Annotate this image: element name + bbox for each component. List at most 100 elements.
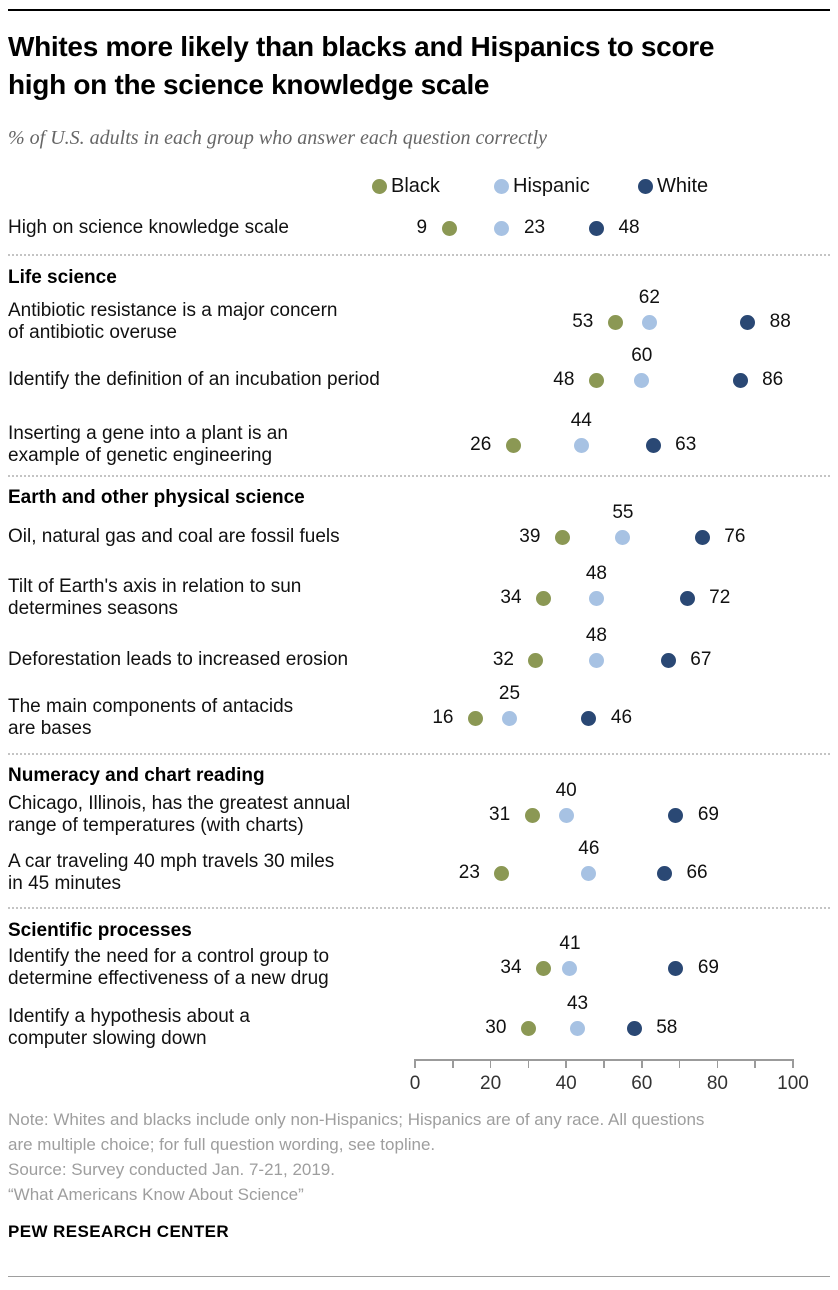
value-label: 69 <box>697 804 719 825</box>
x-axis-tick <box>678 1059 681 1068</box>
black-dot <box>494 865 510 881</box>
section-header: Life science <box>8 267 117 288</box>
value-label: 62 <box>638 287 660 308</box>
x-axis-label: 80 <box>706 1073 728 1094</box>
section-header: Scientific processes <box>8 920 192 941</box>
hispanic-dot <box>562 960 578 976</box>
hispanic-dot <box>573 437 589 453</box>
black-dot <box>520 1020 536 1036</box>
x-axis-tick <box>716 1059 719 1068</box>
legend-label: White <box>657 175 709 197</box>
x-axis-label: 20 <box>480 1073 502 1094</box>
question-label: High on science knowledge scale <box>8 217 289 238</box>
question-label: computer slowing down <box>8 1028 207 1049</box>
value-label: 86 <box>762 369 784 390</box>
legend-item: White <box>638 175 708 198</box>
value-label: 40 <box>555 780 577 801</box>
white-dot <box>645 437 661 453</box>
question-label: determine effectiveness of a new drug <box>8 968 329 989</box>
black-dot <box>536 960 552 976</box>
x-axis-tick <box>452 1059 454 1068</box>
section-header: Earth and other physical science <box>8 487 305 508</box>
value-label: 26 <box>470 434 492 455</box>
hispanic-dot <box>634 372 650 388</box>
brand: PEW RESEARCH CENTER <box>8 1222 230 1241</box>
footer-notes: Note: Whites and blacks include only non… <box>8 1107 704 1207</box>
white-dot <box>740 314 756 330</box>
question-label: Identify a hypothesis about a <box>8 1006 250 1027</box>
value-label: 72 <box>709 587 731 608</box>
x-axis-label: 40 <box>555 1073 577 1094</box>
value-label: 69 <box>697 957 719 978</box>
source-line: Source: Survey conducted Jan. 7-21, 2019… <box>8 1160 335 1179</box>
section-divider <box>8 254 830 256</box>
black-dot <box>607 314 623 330</box>
hispanic-dot <box>615 529 631 545</box>
question-label: Deforestation leads to increased erosion <box>8 649 349 670</box>
value-label: 60 <box>631 345 653 366</box>
title-line-1: Whites more likely than blacks and Hispa… <box>8 31 715 62</box>
x-axis-tick <box>603 1059 605 1068</box>
question-label: Inserting a gene into a plant is an <box>8 423 288 444</box>
black-dot <box>505 437 521 453</box>
x-axis-tick <box>641 1059 643 1068</box>
legend-label: Black <box>391 175 440 197</box>
section-divider <box>8 475 830 477</box>
legend-dot-white-icon <box>638 179 653 194</box>
question-label: Antibiotic resistance is a major concern <box>8 300 338 321</box>
value-label: 55 <box>612 502 634 523</box>
value-label: 46 <box>610 707 633 728</box>
black-dot <box>524 807 540 823</box>
white-dot <box>694 529 710 545</box>
value-label: 23 <box>458 862 480 883</box>
white-dot <box>660 652 676 668</box>
top-rule <box>8 9 830 11</box>
value-label: 9 <box>416 217 428 238</box>
x-axis-label: 60 <box>631 1073 653 1094</box>
white-dot <box>668 960 684 976</box>
value-label: 16 <box>432 707 454 728</box>
x-axis-tick <box>792 1059 794 1068</box>
question-label: determines seasons <box>8 598 179 619</box>
section-header: Numeracy and chart reading <box>8 765 265 786</box>
question-label: Identify the definition of an incubation… <box>8 369 380 390</box>
legend-item: Hispanic <box>494 175 590 198</box>
question-label: in 45 minutes <box>8 873 122 894</box>
section-divider <box>8 753 830 755</box>
value-label: 63 <box>675 434 697 455</box>
legend-label: Hispanic <box>513 175 590 197</box>
x-axis-tick <box>754 1059 756 1068</box>
white-dot <box>668 807 684 823</box>
x-axis-tick <box>527 1059 530 1068</box>
hispanic-dot <box>588 590 604 606</box>
note-line-1: Note: Whites and blacks include only non… <box>8 1110 705 1129</box>
white-dot <box>588 220 604 236</box>
value-label: 25 <box>498 683 521 704</box>
hispanic-dot <box>581 865 597 881</box>
question-label: of antibiotic overuse <box>8 322 177 343</box>
value-label: 23 <box>523 217 546 238</box>
report-title-line: “What Americans Know About Science” <box>8 1185 304 1204</box>
page-title: Whites more likely than blacks and Hispa… <box>8 28 714 104</box>
value-label: 32 <box>492 649 514 670</box>
x-axis-label: 0 <box>409 1073 421 1094</box>
note-line-2: are multiple choice; for full question w… <box>8 1135 436 1154</box>
black-dot <box>441 220 457 236</box>
subtitle: % of U.S. adults in each group who answe… <box>8 127 548 149</box>
value-label: 58 <box>656 1017 678 1038</box>
value-label: 34 <box>500 957 522 978</box>
question-label: Oil, natural gas and coal are fossil fue… <box>8 526 340 547</box>
value-label: 43 <box>566 993 589 1014</box>
hispanic-dot <box>502 710 517 726</box>
hispanic-dot <box>588 652 604 668</box>
value-label: 46 <box>578 838 600 859</box>
value-label: 76 <box>724 526 746 547</box>
question-label: A car traveling 40 mph travels 30 miles <box>8 851 335 872</box>
value-label: 44 <box>570 410 592 431</box>
question-label: Identify the need for a control group to <box>8 946 330 967</box>
value-label: 41 <box>559 933 581 954</box>
bottom-rule <box>8 1276 830 1277</box>
value-label: 48 <box>553 369 575 390</box>
